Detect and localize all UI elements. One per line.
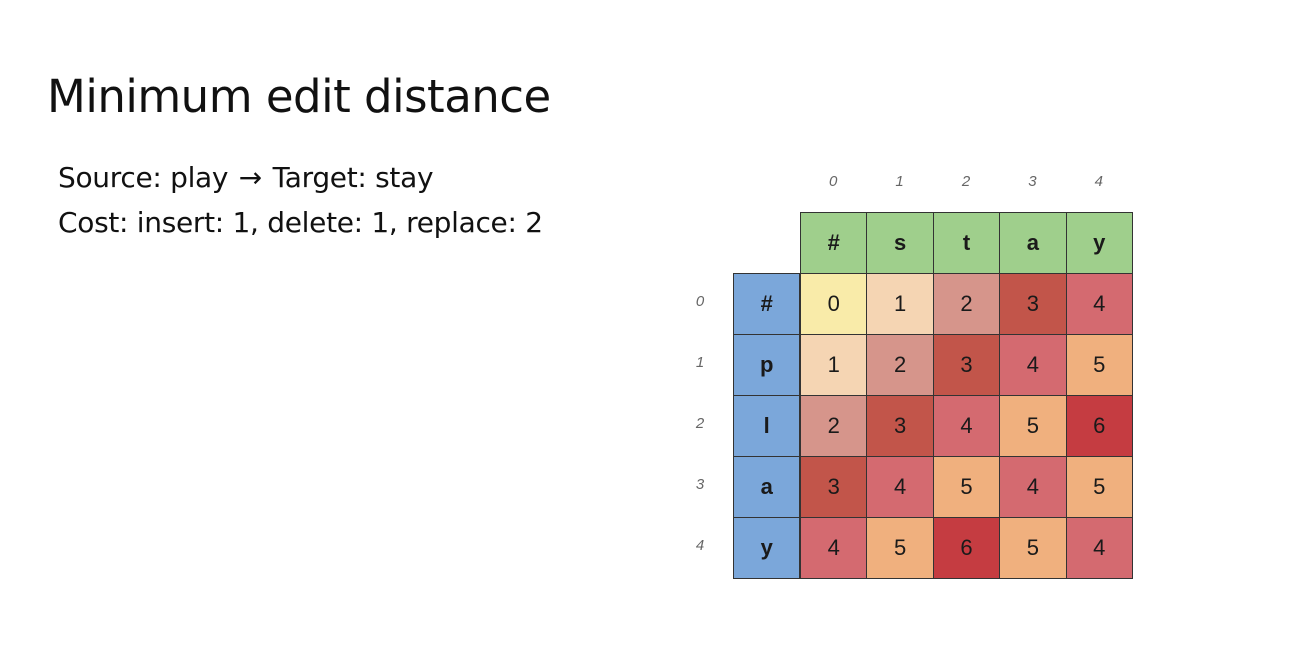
column-index-label: 0 — [829, 173, 838, 190]
distance-cell: 4 — [1065, 517, 1133, 579]
distance-cell: 5 — [1065, 334, 1133, 396]
source-target-line: Source: play → Target: stay — [58, 161, 434, 194]
distance-cell: 4 — [866, 456, 934, 518]
distance-cell: 4 — [999, 334, 1067, 396]
distance-cell: 1 — [800, 334, 868, 396]
row-index-label: 2 — [695, 414, 705, 432]
distance-cell: 4 — [1065, 273, 1133, 335]
column-index-label: 4 — [1094, 173, 1103, 190]
distance-cell: 4 — [932, 395, 1001, 457]
row-index-label: 3 — [695, 475, 705, 493]
target-char-header: # — [800, 212, 868, 274]
source-char-header: y — [733, 517, 801, 579]
column-index-label: 1 — [895, 173, 904, 190]
cost-line: Cost: insert: 1, delete: 1, replace: 2 — [58, 206, 543, 239]
distance-cell: 2 — [932, 273, 1001, 335]
source-char-header: a — [733, 456, 801, 518]
slide-title: Minimum edit distance — [47, 70, 551, 123]
distance-cell: 3 — [866, 395, 934, 457]
column-index-label: 2 — [961, 173, 971, 190]
distance-cell: 5 — [999, 517, 1067, 579]
distance-cell: 3 — [932, 334, 1001, 396]
row-index-label: 4 — [695, 536, 705, 554]
source-char-header: l — [733, 395, 801, 457]
distance-cell: 6 — [1065, 395, 1133, 457]
source-label: Source: play — [58, 161, 229, 194]
distance-cell: 4 — [999, 456, 1067, 518]
distance-cell: 3 — [999, 273, 1067, 335]
row-index-label: 0 — [695, 292, 705, 310]
distance-cell: 4 — [800, 517, 868, 579]
target-char-header: t — [932, 212, 1001, 274]
distance-cell: 0 — [800, 273, 868, 335]
target-char-header: s — [866, 212, 934, 274]
distance-cell: 3 — [800, 456, 868, 518]
target-label: Target: stay — [272, 161, 434, 194]
target-char-header: a — [999, 212, 1067, 274]
distance-cell: 1 — [866, 273, 934, 335]
right-arrow-icon: → — [238, 161, 262, 194]
source-char-header: # — [733, 273, 801, 335]
distance-cell: 2 — [866, 334, 934, 396]
distance-cell: 5 — [932, 456, 1001, 518]
distance-cell: 6 — [932, 517, 1001, 579]
source-char-header: p — [733, 334, 801, 396]
distance-cell: 5 — [1065, 456, 1133, 518]
column-index-label: 3 — [1028, 173, 1037, 190]
row-index-label: 1 — [695, 353, 705, 371]
target-char-header: y — [1065, 212, 1133, 274]
distance-cell: 5 — [866, 517, 934, 579]
distance-cell: 5 — [999, 395, 1067, 457]
distance-cell: 2 — [800, 395, 868, 457]
